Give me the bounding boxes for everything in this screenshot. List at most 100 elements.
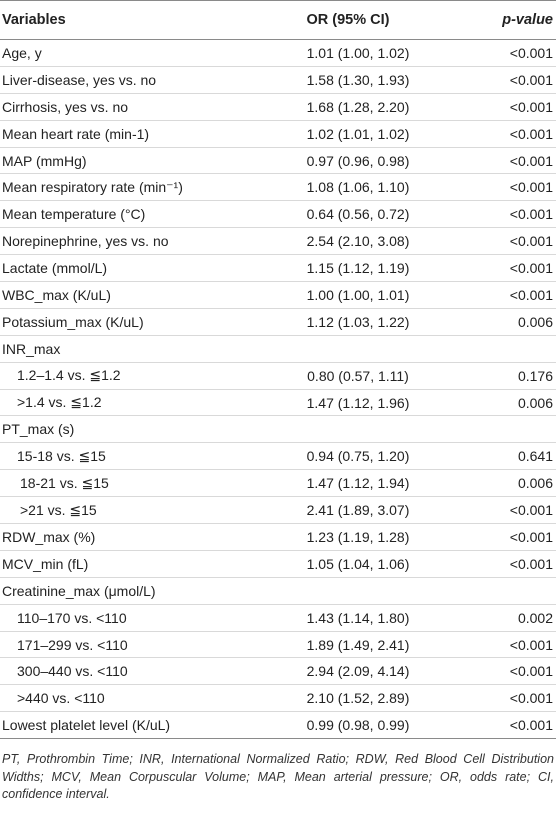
cell-variable: INR_max bbox=[0, 335, 248, 363]
cell-variable: 300–440 vs. <110 bbox=[0, 657, 248, 686]
table-row: >21 vs. ≦15 2.41 (1.89, 3.07) <0.001 bbox=[0, 496, 556, 525]
cell-or: 1.68 (1.28, 2.20) bbox=[248, 93, 448, 121]
cell-variable: WBC_max (K/uL) bbox=[0, 281, 248, 309]
cell-p-value: 0.006 bbox=[448, 469, 556, 498]
cell-or: 0.97 (0.96, 0.98) bbox=[248, 147, 448, 175]
cell-p-value: <0.001 bbox=[448, 173, 556, 202]
cell-variable: Mean respiratory rate (min⁻¹) bbox=[0, 173, 248, 202]
table-row: 171–299 vs. <110 1.89 (1.49, 2.41) <0.001 bbox=[0, 631, 556, 659]
cell-p-value bbox=[448, 415, 556, 444]
cell-variable: Liver-disease, yes vs. no bbox=[0, 66, 248, 94]
cell-p-value bbox=[448, 577, 556, 605]
cell-or: 1.00 (1.00, 1.01) bbox=[248, 281, 448, 309]
table-row: 1.2–1.4 vs. ≦1.2 0.80 (0.57, 1.11) 0.176 bbox=[0, 362, 556, 390]
table-row: WBC_max (K/uL) 1.00 (1.00, 1.01) <0.001 bbox=[0, 281, 556, 309]
cell-or: 1.12 (1.03, 1.22) bbox=[248, 308, 448, 336]
cell-p-value: <0.001 bbox=[448, 657, 556, 686]
cell-variable: Potassium_max (K/uL) bbox=[0, 308, 248, 336]
cell-or: 1.43 (1.14, 1.80) bbox=[248, 604, 448, 632]
cell-or: 0.64 (0.56, 0.72) bbox=[248, 200, 448, 229]
cell-p-value: <0.001 bbox=[448, 39, 556, 67]
cell-variable: 171–299 vs. <110 bbox=[0, 631, 248, 659]
cell-variable: Mean temperature (°C) bbox=[0, 200, 248, 229]
cell-or: 0.94 (0.75, 1.20) bbox=[248, 442, 448, 471]
cell-p-value: <0.001 bbox=[448, 120, 556, 148]
table-row: 18-21 vs. ≦15 1.47 (1.12, 1.94) 0.006 bbox=[0, 469, 556, 498]
table-row: Liver-disease, yes vs. no 1.58 (1.30, 1.9… bbox=[0, 66, 556, 94]
cell-p-value: 0.006 bbox=[448, 308, 556, 336]
cell-p-value bbox=[448, 335, 556, 363]
cell-variable: Lactate (mmol/L) bbox=[0, 254, 248, 283]
cell-or: 1.47 (1.12, 1.94) bbox=[248, 469, 448, 498]
cell-variable: >21 vs. ≦15 bbox=[0, 496, 248, 525]
cell-or: 0.80 (0.57, 1.11) bbox=[248, 362, 448, 390]
table-row: Mean heart rate (min-1) 1.02 (1.01, 1.02)… bbox=[0, 120, 556, 148]
header-variables: Variables bbox=[0, 0, 248, 40]
cell-variable: 1.2–1.4 vs. ≦1.2 bbox=[0, 362, 248, 390]
cell-or: 1.01 (1.00, 1.02) bbox=[248, 39, 448, 67]
cell-p-value: <0.001 bbox=[448, 523, 556, 551]
table-row: Creatinine_max (μmol/L) bbox=[0, 577, 556, 605]
cell-or: 1.15 (1.12, 1.19) bbox=[248, 254, 448, 283]
cell-p-value: <0.001 bbox=[448, 200, 556, 229]
cell-or: 2.54 (2.10, 3.08) bbox=[248, 227, 448, 256]
cell-p-value: <0.001 bbox=[448, 147, 556, 175]
cell-p-value: <0.001 bbox=[448, 227, 556, 256]
cell-or bbox=[248, 577, 448, 605]
table-header-row: Variables OR (95% CI) p-value bbox=[0, 0, 556, 40]
header-or: OR (95% CI) bbox=[248, 0, 448, 40]
cell-or: 2.94 (2.09, 4.14) bbox=[248, 657, 448, 686]
cell-variable: MAP (mmHg) bbox=[0, 147, 248, 175]
table-row: Cirrhosis, yes vs. no 1.68 (1.28, 2.20) <0… bbox=[0, 93, 556, 121]
table-row: Potassium_max (K/uL) 1.12 (1.03, 1.22) 0.0… bbox=[0, 308, 556, 336]
table-row: >1.4 vs. ≦1.2 1.47 (1.12, 1.96) 0.006 bbox=[0, 389, 556, 417]
cell-p-value: 0.176 bbox=[448, 362, 556, 390]
cell-or bbox=[248, 335, 448, 363]
cell-variable: Creatinine_max (μmol/L) bbox=[0, 577, 248, 605]
table-row: RDW_max (%) 1.23 (1.19, 1.28) <0.001 bbox=[0, 523, 556, 551]
cell-p-value: <0.001 bbox=[448, 711, 556, 740]
cell-variable: 15-18 vs. ≦15 bbox=[0, 442, 248, 471]
table-footnote: PT, Prothrombin Time; INR, International… bbox=[2, 752, 554, 802]
cell-variable: MCV_min (fL) bbox=[0, 550, 248, 578]
cell-variable: Mean heart rate (min-1) bbox=[0, 120, 248, 148]
odds-ratio-table: Variables OR (95% CI) p-value Age, y 1.01… bbox=[0, 0, 556, 740]
cell-variable: PT_max (s) bbox=[0, 415, 248, 444]
table-row: Age, y 1.01 (1.00, 1.02) <0.001 bbox=[0, 39, 556, 67]
cell-p-value: <0.001 bbox=[448, 281, 556, 309]
table-row: Mean respiratory rate (min⁻¹) 1.08 (1.06,… bbox=[0, 173, 556, 202]
table-row: Norepinephrine, yes vs. no 2.54 (2.10, 3.… bbox=[0, 227, 556, 256]
cell-or: 2.10 (1.52, 2.89) bbox=[248, 684, 448, 713]
table-row: Lowest platelet level (K/uL) 0.99 (0.98, … bbox=[0, 711, 556, 740]
table-row: >440 vs. <110 2.10 (1.52, 2.89) <0.001 bbox=[0, 684, 556, 713]
cell-or: 1.02 (1.01, 1.02) bbox=[248, 120, 448, 148]
cell-p-value: <0.001 bbox=[448, 684, 556, 713]
cell-or: 1.89 (1.49, 2.41) bbox=[248, 631, 448, 659]
cell-variable: RDW_max (%) bbox=[0, 523, 248, 551]
header-p-label: p-value bbox=[502, 12, 553, 28]
cell-p-value: <0.001 bbox=[448, 631, 556, 659]
cell-or: 1.05 (1.04, 1.06) bbox=[248, 550, 448, 578]
cell-variable: 110–170 vs. <110 bbox=[0, 604, 248, 632]
cell-p-value: 0.641 bbox=[448, 442, 556, 471]
table-row: 300–440 vs. <110 2.94 (2.09, 4.14) <0.001 bbox=[0, 657, 556, 686]
cell-variable: Lowest platelet level (K/uL) bbox=[0, 711, 248, 740]
cell-p-value: <0.001 bbox=[448, 550, 556, 578]
cell-variable: Age, y bbox=[0, 39, 248, 67]
cell-p-value: <0.001 bbox=[448, 66, 556, 94]
cell-p-value: <0.001 bbox=[448, 93, 556, 121]
cell-or: 1.47 (1.12, 1.96) bbox=[248, 389, 448, 417]
cell-p-value: <0.001 bbox=[448, 254, 556, 283]
cell-or: 0.99 (0.98, 0.99) bbox=[248, 711, 448, 740]
cell-or: 1.58 (1.30, 1.93) bbox=[248, 66, 448, 94]
table-row: Lactate (mmol/L) 1.15 (1.12, 1.19) <0.001 bbox=[0, 254, 556, 283]
cell-or bbox=[248, 415, 448, 444]
cell-or: 2.41 (1.89, 3.07) bbox=[248, 496, 448, 525]
cell-variable: 18-21 vs. ≦15 bbox=[0, 469, 248, 498]
table-row: INR_max bbox=[0, 335, 556, 363]
cell-variable: Cirrhosis, yes vs. no bbox=[0, 93, 248, 121]
cell-variable: >1.4 vs. ≦1.2 bbox=[0, 389, 248, 417]
table-row: PT_max (s) bbox=[0, 415, 556, 444]
table-row: MAP (mmHg) 0.97 (0.96, 0.98) <0.001 bbox=[0, 147, 556, 175]
